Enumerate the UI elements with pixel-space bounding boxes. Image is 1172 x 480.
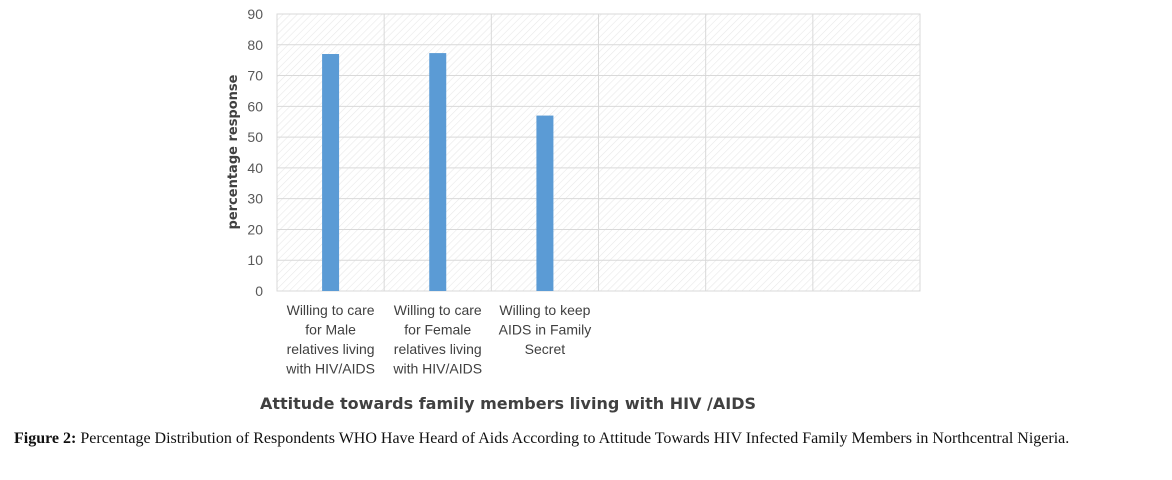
gridlines: [277, 13, 920, 292]
bar-chart: 0 10 20 30 40 50 60 70 80 90 Willing to care for M…: [226, 6, 921, 413]
x-tick-label: with HIV/AIDS: [392, 361, 482, 377]
y-axis-ticks: 0 10 20 30 40 50 60 70 80 90: [247, 6, 263, 299]
y-tick-label: 60: [247, 98, 263, 114]
x-tick-label: relatives living: [394, 341, 482, 357]
x-tick-label: Willing to care: [394, 302, 482, 318]
x-tick-label: AIDS in Family: [499, 322, 592, 338]
figure-caption: Figure 2: Percentage Distribution of Res…: [14, 428, 1141, 449]
x-tick-label: for Female: [404, 322, 471, 338]
x-tick-label: with HIV/AIDS: [285, 361, 375, 377]
x-axis-labels: Willing to care for Male relatives living w…: [285, 302, 591, 377]
bar: [429, 53, 447, 292]
x-tick-label: Willing to keep: [499, 302, 590, 318]
caption-label: Figure 2:: [14, 430, 77, 447]
y-axis-title: percentage response: [226, 74, 241, 229]
y-tick-label: 90: [247, 6, 263, 22]
y-tick-label: 50: [247, 129, 263, 145]
y-tick-label: 70: [247, 68, 263, 84]
bar: [536, 115, 554, 291]
x-axis-title: Attitude towards family members living w…: [260, 394, 756, 413]
y-tick-label: 0: [255, 283, 263, 299]
caption-text: Percentage Distribution of Respondents W…: [76, 430, 1070, 447]
y-tick-label: 20: [247, 221, 263, 237]
x-tick-label: relatives living: [287, 341, 375, 357]
x-tick-label: for Male: [305, 322, 356, 338]
y-tick-label: 40: [247, 160, 263, 176]
y-tick-label: 30: [247, 191, 263, 207]
bar: [322, 54, 340, 292]
y-tick-label: 80: [247, 37, 263, 53]
x-tick-label: Secret: [525, 341, 566, 357]
bars: [322, 53, 554, 292]
x-tick-label: Willing to care: [287, 302, 375, 318]
y-tick-label: 10: [247, 252, 263, 268]
